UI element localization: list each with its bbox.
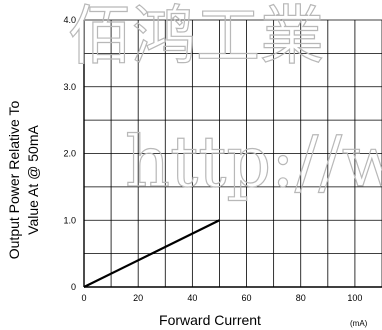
y-tick-label: 4.0 (63, 15, 76, 25)
y-tick-label: 2.0 (63, 149, 76, 159)
grid (83, 19, 382, 288)
x-tick-label: 100 (347, 293, 362, 303)
x-tick-label: 0 (81, 293, 86, 303)
x-tick-labels: 0 20 40 60 80 100 (81, 293, 362, 303)
x-tick-label: 20 (133, 293, 143, 303)
y-axis-label-line-2: Value At @ 50mA (25, 125, 41, 235)
series-layer (83, 219, 220, 288)
y-tick-label: 1.0 (63, 215, 76, 225)
x-tick-label: 60 (242, 293, 252, 303)
x-tick-label: 80 (296, 293, 306, 303)
y-tick-label: 0 (71, 282, 76, 292)
y-tick-label: 3.0 (63, 82, 76, 92)
x-axis-label: Forward Current (159, 312, 261, 328)
x-tick-label: 40 (187, 293, 197, 303)
y-tick-labels: 0 1.0 2.0 3.0 4.0 (63, 15, 76, 292)
watermark: 佰鸿工業 http://w (67, 0, 382, 204)
x-axis-unit: (mA) (350, 319, 368, 328)
watermark-text: 佰鸿工業 (68, 0, 324, 74)
y-axis-label-line-1: Output Power Relative To (6, 101, 22, 260)
watermark-text: http://w (125, 121, 382, 203)
series-line (83, 219, 220, 288)
